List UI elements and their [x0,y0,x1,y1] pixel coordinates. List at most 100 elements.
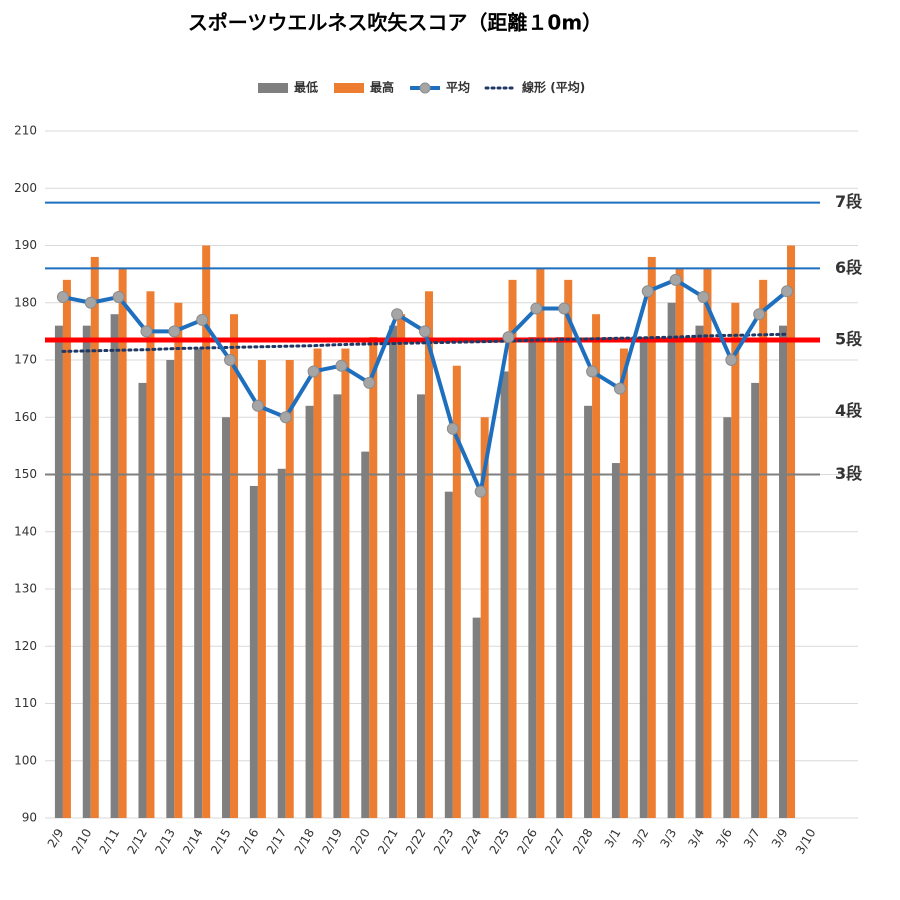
average-marker [474,485,487,498]
x-tick-label: 2/26 [514,826,540,856]
bar [257,360,266,818]
average-marker [168,325,181,338]
bar [138,382,147,818]
x-tick-label: 2/16 [236,826,262,856]
bar [305,405,314,818]
average-marker [781,285,794,298]
x-tick-label: 2/13 [152,826,178,856]
bar [277,468,286,818]
average-marker [530,302,543,315]
bar [416,394,425,818]
bar [584,405,593,818]
y-tick-label: 170 [14,353,37,367]
bar [751,382,760,818]
average-marker [335,359,348,372]
x-tick-label: 2/17 [264,826,290,856]
x-tick-label: 2/19 [319,826,345,856]
y-tick-label: 90 [22,811,37,825]
x-tick-label: 3/3 [657,826,679,850]
y-tick-label: 130 [14,582,37,596]
x-tick-label: 3/2 [630,826,652,850]
bar [118,268,127,818]
x-tick-label: 2/27 [542,826,568,856]
bar [508,279,517,819]
bar [528,337,537,818]
bar [787,245,796,818]
bar [480,417,489,818]
average-marker [56,291,69,304]
x-tick-label: 3/1 [602,826,624,850]
bar [536,268,545,818]
chart-title: スポーツウエルネス吹矢スコア（距離１0m） [188,11,602,35]
bar [54,325,63,818]
bar [361,451,370,818]
bar [222,417,231,818]
bar [611,463,620,818]
x-tick-label: 3/10 [793,826,819,856]
bar [472,617,481,818]
x-tick-label: 2/11 [97,826,123,856]
bar [675,268,684,818]
y-tick-label: 100 [14,753,37,767]
average-marker [307,365,320,378]
bar [444,491,453,818]
average-marker [140,325,153,338]
x-tick-label: 2/12 [125,826,151,856]
average-marker [558,302,571,315]
average-marker [224,354,237,366]
reference-label: 6段 [835,258,863,277]
x-tick-label: 2/10 [69,826,95,856]
legend-marker [419,82,431,94]
x-tick-label: 3/7 [741,826,763,850]
y-tick-label: 150 [14,467,37,481]
bar [110,314,119,818]
x-tick-label: 2/14 [180,826,206,856]
legend-label: 線形 (平均) [522,80,585,95]
x-tick-label: 2/18 [292,826,318,856]
bar [723,417,732,818]
average-marker [669,273,682,286]
average-marker [446,422,459,435]
bar [146,291,155,818]
bar [695,325,704,818]
y-tick-label: 190 [14,238,37,252]
bar [424,291,433,818]
bar [249,485,258,818]
average-marker [753,308,766,321]
reference-label: 5段 [835,329,863,348]
x-tick-label: 3/6 [713,826,735,850]
x-tick-label: 3/4 [685,826,707,850]
reference-label: 7段 [835,192,863,211]
bar [397,314,406,818]
bar [452,365,461,818]
bar [619,348,628,818]
x-tick-label: 2/20 [347,826,373,856]
average-marker [279,411,292,424]
average-marker [112,291,125,304]
average-marker [251,399,264,412]
x-tick-label: 2/23 [431,826,457,856]
legend-swatch [334,83,365,93]
legend-label: 最高 [370,80,394,95]
bar [759,279,768,819]
legend-label: 平均 [446,80,470,95]
x-tick-label: 2/22 [403,826,429,856]
average-marker [502,331,515,344]
bar [82,325,91,818]
x-tick-label: 2/25 [487,826,513,856]
average-marker [418,325,431,338]
average-marker [586,365,599,378]
bar [285,360,294,818]
x-tick-label: 2/21 [375,826,401,856]
legend-label: 最低 [294,80,318,95]
bar [639,337,648,818]
y-tick-label: 180 [14,295,37,309]
average-marker [84,296,97,309]
bar [500,371,509,818]
average-marker [363,376,376,389]
y-tick-label: 110 [14,696,37,710]
average-marker [641,285,654,298]
y-tick-label: 140 [14,524,37,538]
bar [592,314,601,818]
